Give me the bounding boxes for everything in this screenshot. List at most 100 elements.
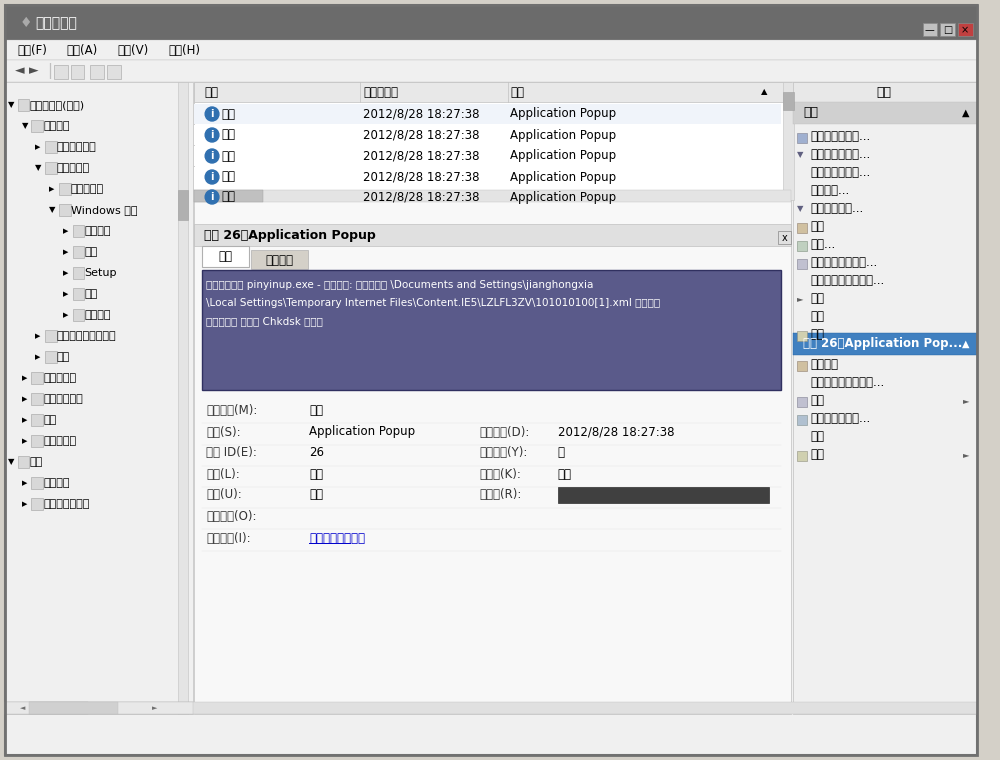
Circle shape — [205, 170, 219, 184]
Bar — [793, 82, 977, 714]
Bar — [194, 187, 781, 207]
Circle shape — [205, 190, 219, 204]
Bar — [194, 200, 791, 714]
Text: 共享文件夹: 共享文件夹 — [43, 373, 76, 383]
Bar — [73, 246, 84, 258]
Text: Application Popup: Application Popup — [510, 107, 617, 121]
Bar — [5, 702, 193, 714]
Bar — [73, 309, 84, 321]
Bar — [5, 702, 977, 714]
Text: 计算机管理(本地): 计算机管理(本地) — [29, 100, 85, 110]
Text: 性能: 性能 — [43, 415, 56, 425]
Text: 查找...: 查找... — [811, 239, 836, 252]
Text: ▶: ▶ — [22, 480, 27, 486]
Bar — [797, 223, 807, 233]
Text: ▶: ▶ — [63, 228, 68, 234]
Bar — [194, 104, 781, 124]
Text: 级别: 级别 — [204, 86, 218, 99]
Bar — [5, 82, 193, 714]
Bar — [45, 330, 57, 342]
Text: Windows 日志: Windows 日志 — [71, 205, 137, 215]
Bar — [31, 372, 43, 384]
Text: ×: × — [961, 25, 969, 35]
Bar — [31, 435, 43, 447]
Text: 无: 无 — [558, 447, 565, 460]
Bar — [5, 40, 977, 60]
Bar — [107, 65, 121, 79]
Text: 帮助: 帮助 — [811, 328, 825, 341]
Bar — [558, 487, 769, 503]
Text: 应用程序: 应用程序 — [84, 226, 111, 236]
Bar — [31, 393, 43, 405]
Bar — [45, 162, 57, 174]
Text: 帮助: 帮助 — [811, 448, 825, 461]
Bar — [59, 183, 71, 195]
Circle shape — [205, 128, 219, 142]
Text: 系统工具: 系统工具 — [43, 121, 70, 131]
Bar — [31, 498, 43, 510]
Text: 刷新: 刷新 — [811, 430, 825, 444]
Text: i: i — [210, 172, 214, 182]
Text: Application Popup: Application Popup — [309, 426, 415, 439]
Bar — [194, 82, 791, 200]
Text: 计算机(R):: 计算机(R): — [479, 489, 521, 502]
Bar — [194, 190, 263, 202]
Text: 更多信息(I):: 更多信息(I): — [206, 531, 251, 544]
Bar — [71, 65, 84, 79]
Bar — [194, 125, 781, 145]
Text: ►: ► — [963, 397, 970, 406]
Text: i: i — [210, 109, 214, 119]
Circle shape — [205, 149, 219, 163]
Bar — [793, 82, 977, 102]
Text: 详细信息: 详细信息 — [266, 254, 294, 267]
Text: 操作(A): 操作(A) — [67, 43, 98, 56]
Text: Setup: Setup — [84, 268, 117, 278]
Text: 信息: 信息 — [222, 107, 236, 121]
Text: ▶: ▶ — [22, 396, 27, 402]
Text: 事件 26，Application Pop...: 事件 26，Application Pop... — [803, 337, 962, 350]
Text: 系统: 系统 — [803, 106, 818, 119]
Text: 帮助(H): 帮助(H) — [169, 43, 201, 56]
Text: 任务类别(Y):: 任务类别(Y): — [479, 447, 527, 460]
Text: 清除日志...: 清除日志... — [811, 185, 850, 198]
Bar — [45, 141, 57, 153]
Bar — [54, 65, 68, 79]
Text: 本地用户和组: 本地用户和组 — [43, 394, 83, 404]
Bar — [793, 102, 977, 124]
Bar — [29, 702, 118, 714]
Text: 暂时: 暂时 — [309, 489, 323, 502]
Text: 筛选当前日志...: 筛选当前日志... — [811, 202, 864, 216]
Text: 2012/8/28 18:27:38: 2012/8/28 18:27:38 — [363, 170, 480, 183]
Text: |: | — [47, 63, 52, 79]
Text: ▶: ▶ — [49, 186, 54, 192]
Text: ▶: ▶ — [35, 354, 41, 360]
Text: ►: ► — [152, 705, 158, 711]
Bar — [73, 288, 84, 300]
Bar — [194, 190, 791, 202]
Text: x: x — [781, 233, 787, 243]
Text: Application Popup: Application Popup — [510, 191, 617, 204]
Text: 级别(L):: 级别(L): — [206, 467, 240, 480]
Text: 信息: 信息 — [222, 128, 236, 141]
Bar — [958, 23, 973, 36]
Text: 2012/8/28 18:27:38: 2012/8/28 18:27:38 — [363, 107, 480, 121]
Bar — [31, 120, 43, 132]
Text: ▶: ▶ — [63, 312, 68, 318]
Bar — [783, 82, 794, 200]
Bar — [797, 451, 807, 461]
Text: 打开保存的日志...: 打开保存的日志... — [811, 131, 871, 144]
Text: 复制: 复制 — [811, 394, 825, 407]
Bar — [90, 65, 104, 79]
Text: ►: ► — [29, 65, 39, 78]
Text: 来源: 来源 — [510, 86, 524, 99]
Text: ▶: ▶ — [35, 144, 41, 150]
Text: 服务和应用程序: 服务和应用程序 — [43, 499, 90, 509]
Text: □: □ — [943, 25, 952, 35]
Text: 事件属性: 事件属性 — [811, 359, 839, 372]
Text: 2012/8/28 18:27:38: 2012/8/28 18:27:38 — [558, 426, 674, 439]
Text: ▲: ▲ — [962, 108, 970, 118]
Bar — [73, 267, 84, 279]
Text: ►: ► — [963, 451, 970, 460]
Bar — [18, 99, 29, 111]
Bar — [202, 246, 249, 267]
